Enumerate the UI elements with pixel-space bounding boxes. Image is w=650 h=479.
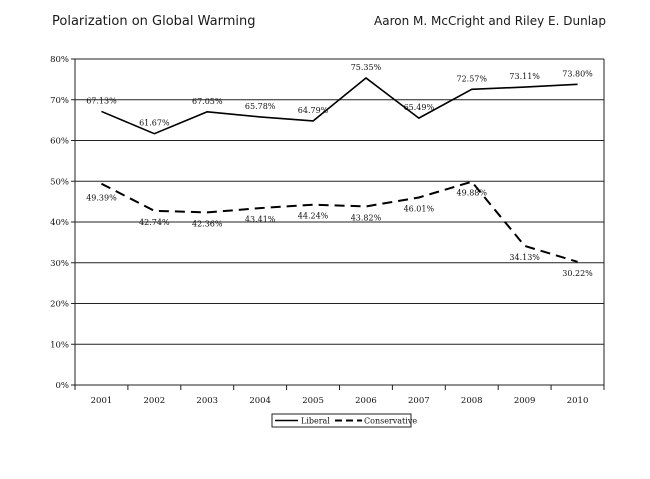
data-label-liberal: 73.11%	[509, 72, 540, 81]
data-label-conservative: 42.36%	[192, 219, 223, 228]
y-tick-label: 40%	[50, 218, 69, 228]
x-tick-label: 2003	[196, 396, 218, 406]
x-tick-label: 2002	[144, 396, 166, 406]
legend: Liberal Conservative	[271, 413, 417, 428]
series-line-conservative	[100, 180, 578, 263]
data-label-liberal: 65.49%	[404, 103, 435, 112]
data-label-liberal: 61.67%	[139, 119, 170, 128]
data-label-conservative: 49.39%	[86, 194, 117, 203]
y-tick-label: 60%	[50, 137, 69, 147]
data-label-liberal: 73.80%	[562, 69, 593, 78]
x-tick-label: 2004	[249, 396, 271, 406]
data-label-conservative: 44.24%	[298, 212, 329, 221]
x-tick-label: 2006	[355, 396, 377, 406]
grid-lines	[71, 58, 605, 390]
data-label-liberal: 67.13%	[86, 96, 117, 105]
data-label-liberal: 64.79%	[298, 106, 329, 115]
page-title: Polarization on Global Warming	[52, 14, 256, 29]
y-tick-label: 30%	[50, 259, 69, 269]
x-tick-label: 2010	[567, 396, 589, 406]
y-axis-ticks: 0% 10% 20% 30% 40% 50% 60% 70% 80%	[50, 55, 69, 391]
x-axis-ticks: 2001 2002 2003 2004 2005 2006 2007 2008 2009 2010	[91, 396, 589, 406]
data-label-conservative: 46.01%	[404, 205, 435, 214]
y-tick-label: 10%	[50, 340, 69, 350]
y-tick-label: 70%	[50, 96, 69, 106]
x-tick-label: 2005	[302, 396, 324, 406]
data-label-conservative: 43.82%	[351, 213, 382, 222]
y-tick-label: 0%	[56, 381, 70, 391]
x-tick-label: 2001	[91, 396, 113, 406]
data-label-conservative: 49.88%	[456, 189, 487, 198]
y-tick-label: 80%	[50, 55, 69, 65]
data-label-liberal: 67.05%	[192, 97, 223, 106]
data-label-conservative: 34.13%	[509, 253, 540, 262]
data-labels: 67.13% 61.67% 67.05% 65.78% 64.79% 75.35% 65.4…	[86, 63, 593, 278]
y-tick-label: 50%	[50, 177, 69, 187]
data-label-conservative: 42.74%	[139, 218, 170, 227]
data-label-conservative: 43.41%	[245, 215, 276, 224]
x-tick-label: 2007	[408, 396, 430, 406]
series-lines	[100, 77, 578, 263]
x-tick-label: 2008	[461, 396, 483, 406]
data-label-liberal: 75.35%	[351, 63, 382, 72]
y-tick-label: 20%	[50, 300, 69, 310]
authors: Aaron M. McCright and Riley E. Dunlap	[374, 14, 606, 28]
data-label-liberal: 72.57%	[456, 74, 487, 83]
data-label-conservative: 30.22%	[562, 269, 593, 278]
x-tick-label: 2009	[514, 396, 536, 406]
legend-label-liberal: Liberal	[301, 417, 330, 426]
legend-label-conservative: Conservative	[364, 417, 417, 426]
data-label-liberal: 65.78%	[245, 102, 276, 111]
series-line-liberal	[101, 77, 578, 135]
